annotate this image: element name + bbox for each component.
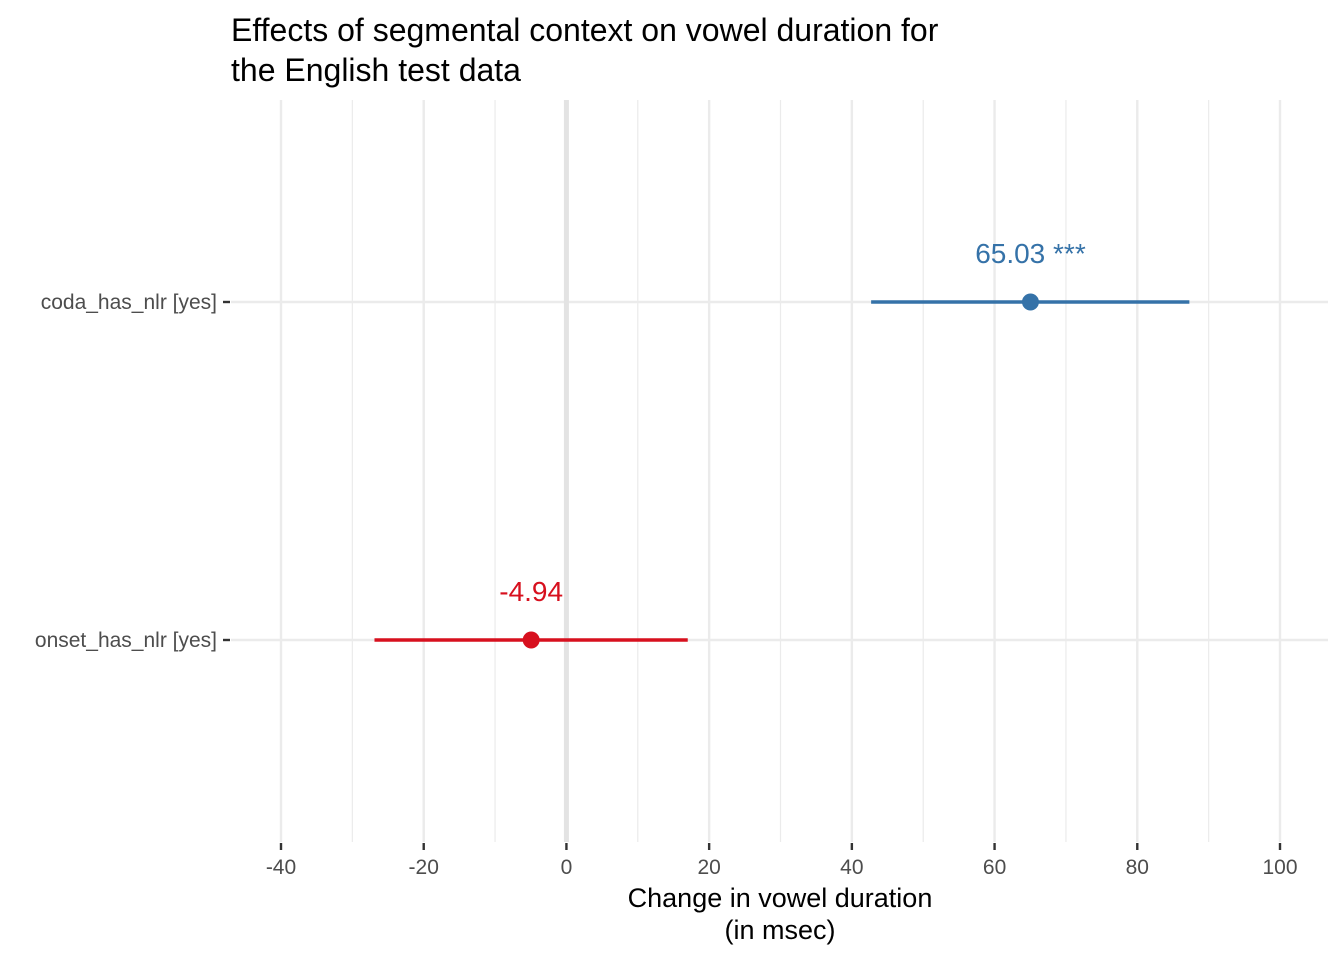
x-axis-title-line-1: Change in vowel duration: [627, 883, 933, 913]
y-tick-label: coda_has_nlr [yes]: [41, 291, 217, 314]
estimate-marks: 65.03 *** -4.94: [374, 238, 1190, 649]
x-axis-title: Change in vowel duration (in msec): [480, 882, 1080, 946]
estimate-point: [1021, 293, 1039, 311]
chart-title-line-2: the English test data: [231, 52, 521, 88]
chart-title-line-1: Effects of segmental context on vowel du…: [231, 12, 939, 48]
x-tick-label: -40: [266, 856, 296, 879]
x-tick-label: 0: [561, 856, 573, 879]
x-tick-label: 40: [840, 856, 863, 879]
x-tick-label: 100: [1262, 856, 1297, 879]
y-tick-label: onset_has_nlr [yes]: [35, 629, 217, 652]
chart-title: Effects of segmental context on vowel du…: [231, 10, 938, 90]
x-tick-label: 20: [697, 856, 720, 879]
x-tick-label: 60: [983, 856, 1006, 879]
estimate-point: [522, 631, 540, 649]
y-axis: coda_has_nlr [yes] onset_has_nlr [yes]: [35, 291, 230, 652]
x-axis: -40 -20 0 20 40 60 80 100: [266, 843, 1298, 879]
x-tick-label: -20: [409, 856, 439, 879]
x-axis-title-line-2: (in msec): [724, 915, 836, 945]
estimate-label: 65.03 ***: [975, 238, 1086, 269]
estimate-label: -4.94: [499, 576, 563, 607]
x-tick-label: 80: [1126, 856, 1149, 879]
grid-lines: [231, 100, 1328, 842]
